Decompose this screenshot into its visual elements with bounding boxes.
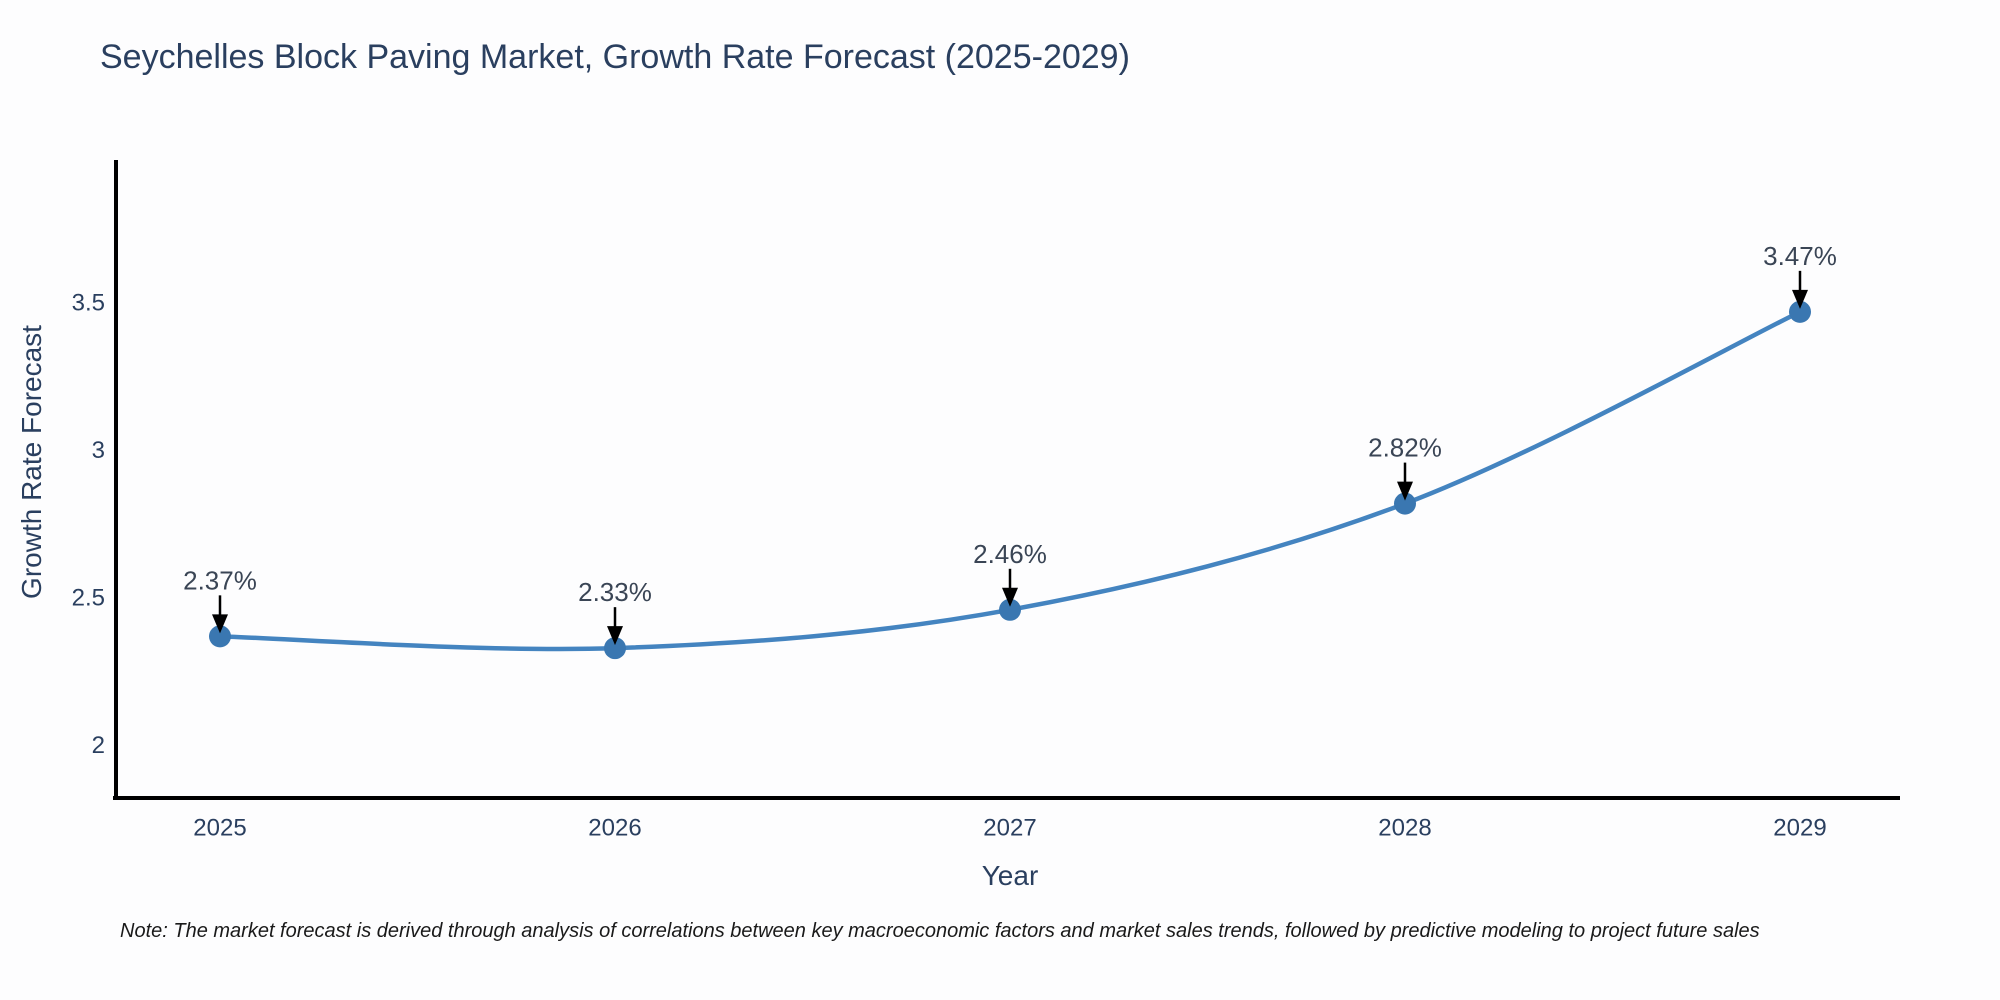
data-series [209,300,1811,660]
point-annotations: 2.37% 2.33% 2.46% 2.82% 3.47% [183,241,1837,646]
y-axis-line [114,160,118,800]
data-point-2025[interactable] [209,625,231,648]
x-tick-label: 2028 [1378,815,1431,842]
data-point-2027[interactable] [999,598,1021,621]
data-point-2029[interactable] [1789,300,1811,323]
point-label: 2.82% [1368,433,1442,463]
data-point-2028[interactable] [1394,492,1416,515]
chart-footnote: Note: The market forecast is derived thr… [120,920,1760,942]
annotation-arrowhead [1792,289,1808,309]
point-label: 2.46% [973,539,1047,569]
annotation-arrowhead [1002,587,1018,607]
annotation-arrowhead [212,614,228,634]
point-label: 2.37% [183,565,257,595]
y-tick-label: 2.5 [72,585,105,612]
data-point-2026[interactable] [604,637,626,660]
x-axis-line [113,796,1900,800]
y-tick-label: 3.5 [72,290,105,317]
point-label: 2.33% [578,577,652,607]
x-tick-label: 2029 [1773,815,1826,842]
point-label: 3.47% [1763,241,1837,271]
annotation-arrowhead [1397,481,1413,501]
y-tick-label: 3 [92,437,105,464]
x-axis-ticks: 2025 2026 2027 2028 2029 [193,815,1826,842]
chart-title: Seychelles Block Paving Market, Growth R… [100,38,1130,76]
x-tick-label: 2025 [193,815,246,842]
y-axis-ticks: 2 2.5 3 3.5 [72,290,105,760]
y-tick-label: 2 [92,732,105,759]
annotation-arrowhead [607,626,623,646]
x-tick-label: 2026 [588,815,641,842]
x-tick-label: 2027 [983,815,1036,842]
x-axis-title: Year [981,860,1039,891]
